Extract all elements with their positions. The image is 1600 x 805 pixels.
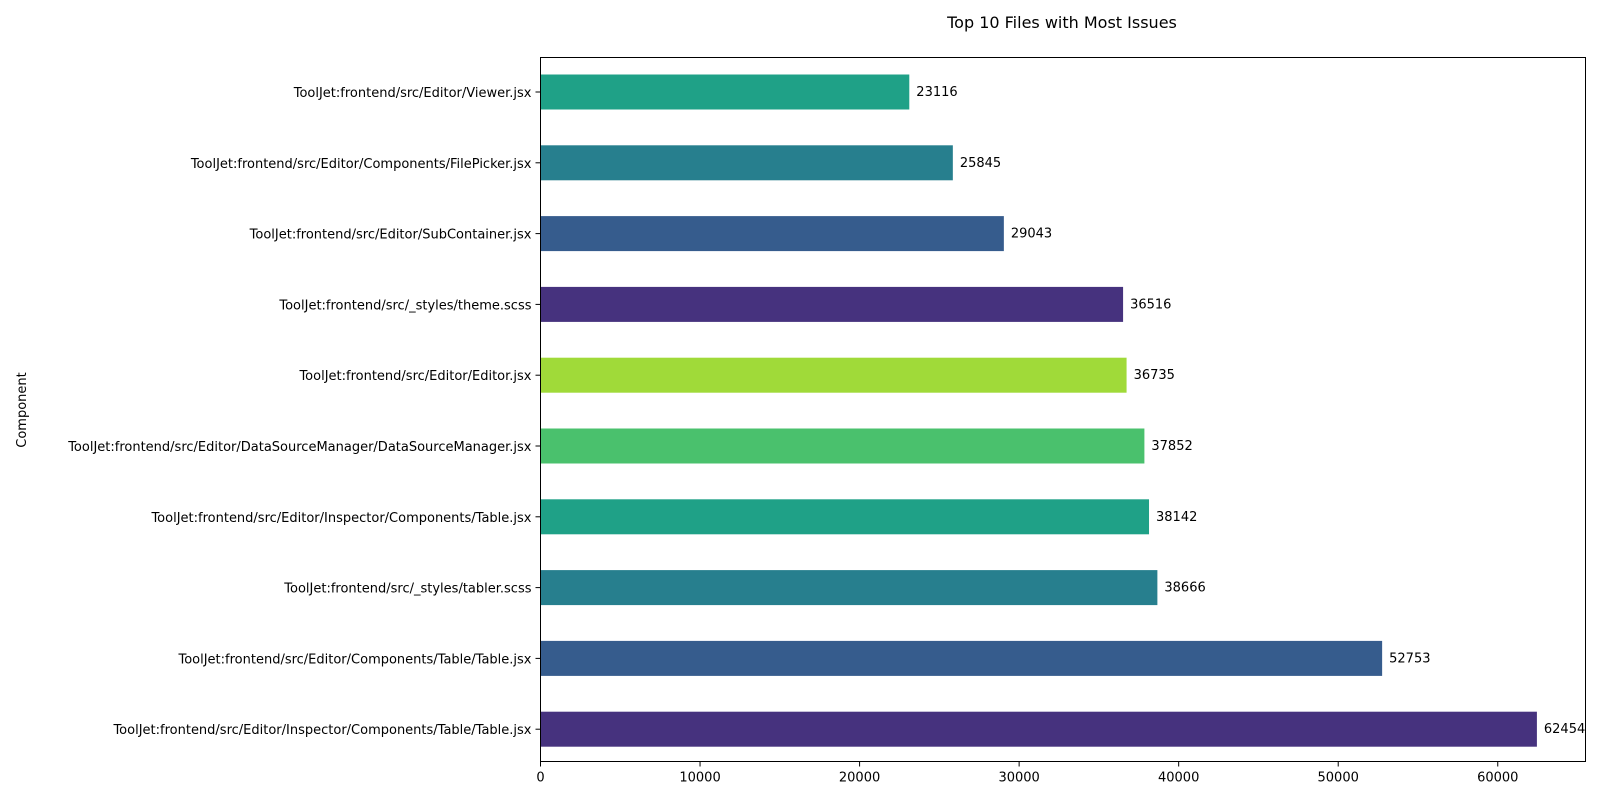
x-tick-label: 10000 (679, 771, 720, 786)
category-label: ToolJet:frontend/src/_styles/theme.scss (278, 298, 531, 313)
bars-layer (540, 74, 1537, 747)
bar (540, 570, 1158, 606)
bar (540, 428, 1145, 464)
data-label: 25845 (960, 156, 1001, 171)
x-tick-label: 50000 (1318, 771, 1359, 786)
category-label: ToolJet:frontend/src/Editor/Viewer.jsx (293, 86, 532, 101)
bar (540, 640, 1383, 676)
data-label: 52753 (1389, 651, 1430, 666)
data-label: 38142 (1156, 510, 1197, 525)
bar (540, 74, 910, 110)
category-label: ToolJet:frontend/src/Editor/SubContainer… (249, 228, 532, 243)
x-tick-label: 20000 (839, 771, 880, 786)
data-label: 23116 (916, 85, 957, 100)
x-tick-label: 0 (536, 771, 544, 786)
category-label: ToolJet:frontend/src/Editor/Inspector/Co… (150, 511, 531, 526)
data-label: 38666 (1164, 581, 1205, 596)
data-label: 36516 (1130, 297, 1171, 312)
bar (540, 499, 1150, 535)
plot-frame (540, 57, 1586, 762)
category-label: ToolJet:frontend/src/Editor/Components/T… (177, 652, 531, 667)
category-label: ToolJet:frontend/src/_styles/tabler.scss (283, 582, 531, 597)
bar (540, 145, 953, 181)
category-label: ToolJet:frontend/src/Editor/Editor.jsx (298, 369, 531, 384)
x-tick-label: 40000 (1158, 771, 1199, 786)
data-labels: 23116 25845 29043 36516 36735 37852 38142 38666… (916, 85, 1585, 737)
x-axis-ticks: 0 10000 20000 30000 40000 50000 60000 (536, 761, 1518, 786)
x-tick-label: 30000 (998, 771, 1039, 786)
data-label: 62454 (1544, 722, 1585, 737)
data-label: 36735 (1134, 368, 1175, 383)
chart-title: Top 10 Files with Most Issues (946, 13, 1177, 32)
bar (540, 711, 1537, 747)
category-label: ToolJet:frontend/src/Editor/Components/F… (190, 157, 532, 172)
bar (540, 216, 1004, 252)
data-label: 29043 (1011, 227, 1052, 242)
category-label: ToolJet:frontend/src/Editor/Inspector/Co… (112, 723, 531, 738)
bar (540, 286, 1124, 322)
category-labels: ToolJet:frontend/src/Editor/Viewer.jsx To… (67, 86, 541, 738)
category-label: ToolJet:frontend/src/Editor/DataSourceMa… (67, 440, 532, 455)
bar (540, 357, 1127, 393)
data-label: 37852 (1151, 439, 1192, 454)
y-axis-label: Component (15, 372, 30, 447)
x-tick-label: 60000 (1477, 771, 1518, 786)
